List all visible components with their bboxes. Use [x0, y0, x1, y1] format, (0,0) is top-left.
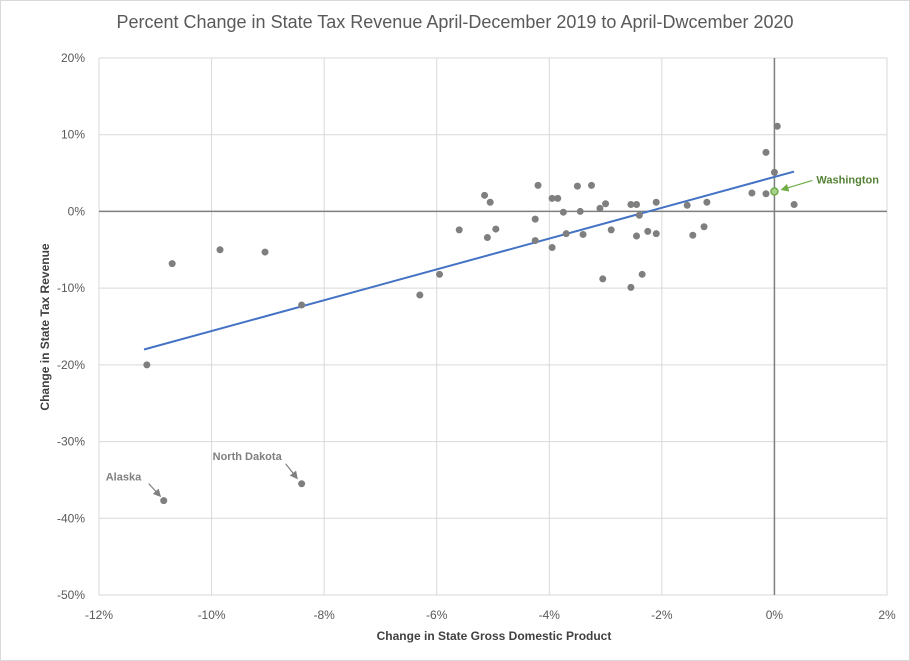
annotation-north-dakota: North Dakota [213, 451, 283, 463]
data-point [627, 201, 635, 209]
axes [99, 58, 887, 595]
x-tick-label: -6% [426, 608, 448, 622]
plot-area [98, 57, 888, 596]
data-point [455, 226, 463, 234]
x-tick-label: -2% [651, 608, 673, 622]
data-point [633, 232, 641, 240]
x-tick-label: -4% [539, 608, 561, 622]
data-point [596, 204, 604, 212]
x-axis-label: Change in State Gross Domestic Product [377, 629, 612, 643]
x-tick-label: 2% [878, 608, 896, 622]
data-point [602, 200, 610, 208]
data-point [554, 194, 562, 202]
y-tick-label: 20% [61, 51, 85, 65]
data-point [652, 198, 660, 206]
data-point [652, 230, 660, 238]
data-point [548, 194, 556, 202]
data-point [436, 270, 444, 278]
y-tick-label: 10% [61, 128, 85, 142]
data-point [298, 480, 306, 488]
data-point [261, 248, 269, 256]
data-point [534, 181, 542, 189]
data-point [683, 201, 691, 209]
data-point [762, 148, 770, 156]
data-point [160, 497, 168, 505]
data-point [607, 226, 615, 234]
data-point [703, 198, 711, 206]
data-point [531, 215, 539, 223]
data-point [748, 189, 756, 197]
data-point [599, 275, 607, 283]
data-point [168, 260, 176, 268]
data-point [644, 227, 652, 235]
data-point [143, 361, 151, 369]
highlight-point [770, 187, 779, 196]
data-point [216, 246, 224, 254]
gridlines [98, 57, 888, 596]
y-tick-label: -50% [57, 588, 85, 602]
data-point [573, 182, 581, 190]
data-point [689, 231, 697, 239]
annotation-arrow [148, 483, 162, 498]
data-point [773, 122, 781, 130]
y-tick-label: 0% [68, 204, 86, 218]
chart-title: Percent Change in State Tax Revenue Apri… [116, 12, 793, 32]
x-tick-label: 0% [766, 608, 784, 622]
points-layer [143, 122, 798, 505]
data-point [562, 230, 570, 238]
y-tick-label: -20% [57, 358, 85, 372]
data-point [298, 301, 306, 309]
trendline-layer [143, 170, 795, 351]
data-point [770, 168, 778, 176]
annotations-layer: Washington Alaska North Dakota [106, 174, 879, 498]
annotation-arrow [780, 179, 813, 192]
x-tick-label: -10% [198, 608, 226, 622]
data-point [635, 211, 643, 219]
x-tick-label: -8% [313, 608, 335, 622]
data-point [481, 191, 489, 199]
y-tick-label: -40% [57, 511, 85, 525]
data-point [531, 237, 539, 245]
y-tick-label: -30% [57, 435, 85, 449]
data-point [700, 223, 708, 231]
x-tick-label: -12% [85, 608, 113, 622]
data-point [559, 208, 567, 216]
data-point [416, 291, 424, 299]
annotation-washington: Washington [816, 174, 879, 186]
annotation-arrow [285, 463, 298, 480]
data-point [492, 225, 500, 233]
data-point [548, 243, 556, 251]
data-point [486, 198, 494, 206]
data-point [588, 181, 595, 189]
trendline [143, 170, 795, 351]
data-point [638, 270, 646, 278]
data-point [762, 190, 770, 198]
annotation-alaska: Alaska [106, 472, 142, 484]
data-point [483, 234, 491, 242]
data-point [579, 230, 587, 238]
data-point [633, 201, 641, 209]
data-point [790, 201, 798, 209]
tick-labels: -12% -10% -8% -6% -4% -2% 0% 2% -50% -40% -30% -20%… [57, 51, 896, 622]
data-point [627, 283, 635, 291]
y-tick-label: -10% [57, 281, 85, 295]
y-axis-label: Change in State Tax Revenue [38, 243, 52, 410]
data-point [576, 207, 584, 215]
